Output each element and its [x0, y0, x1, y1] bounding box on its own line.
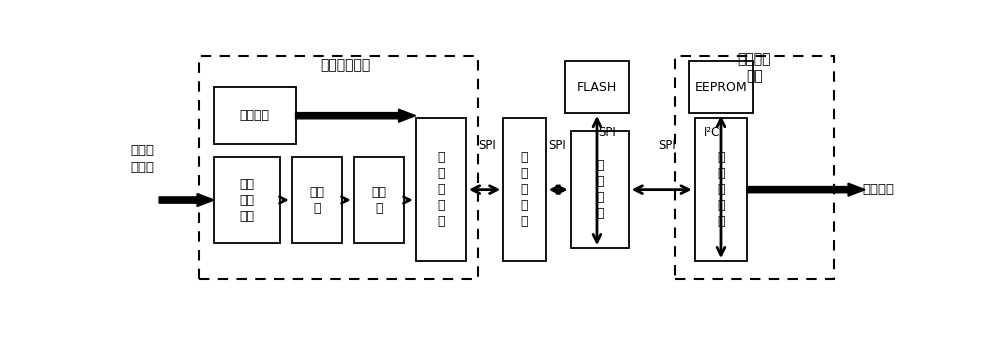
- Text: 热电偶
电动势: 热电偶 电动势: [130, 144, 154, 174]
- Bar: [689, 61, 753, 113]
- Text: 模
数
转
换
器: 模 数 转 换 器: [437, 151, 445, 228]
- Polygon shape: [296, 109, 416, 122]
- Polygon shape: [747, 183, 865, 196]
- Bar: [695, 118, 747, 261]
- Bar: [416, 118, 466, 261]
- Bar: [214, 87, 296, 144]
- Text: 模数转换电路: 模数转换电路: [321, 58, 371, 72]
- Bar: [571, 131, 629, 248]
- Text: 总
线
控
制
器: 总 线 控 制 器: [717, 151, 725, 228]
- Text: 信号
调理
电路: 信号 调理 电路: [240, 178, 255, 222]
- Text: SPI: SPI: [478, 139, 496, 152]
- Bar: [675, 56, 834, 279]
- Bar: [354, 157, 404, 243]
- Text: SPI: SPI: [598, 126, 616, 139]
- Text: FLASH: FLASH: [577, 81, 617, 94]
- Text: I²C: I²C: [703, 126, 720, 139]
- Text: 温度数据: 温度数据: [863, 183, 895, 196]
- Bar: [503, 118, 546, 261]
- Text: 冷端补偿: 冷端补偿: [240, 109, 270, 122]
- Text: 滤波
器: 滤波 器: [371, 186, 386, 215]
- Text: 微
控
制
器: 微 控 制 器: [596, 159, 603, 220]
- Text: 光
耦
隔
离
器: 光 耦 隔 离 器: [521, 151, 528, 228]
- Text: 总线控制
电路: 总线控制 电路: [738, 52, 771, 83]
- Bar: [214, 157, 280, 243]
- Polygon shape: [159, 193, 214, 207]
- Text: EEPROM: EEPROM: [695, 81, 747, 94]
- Text: SPI: SPI: [548, 139, 566, 152]
- Text: 放大
器: 放大 器: [309, 186, 324, 215]
- Text: SPI: SPI: [659, 139, 676, 152]
- Bar: [199, 56, 478, 279]
- Bar: [292, 157, 342, 243]
- Bar: [565, 61, 629, 113]
